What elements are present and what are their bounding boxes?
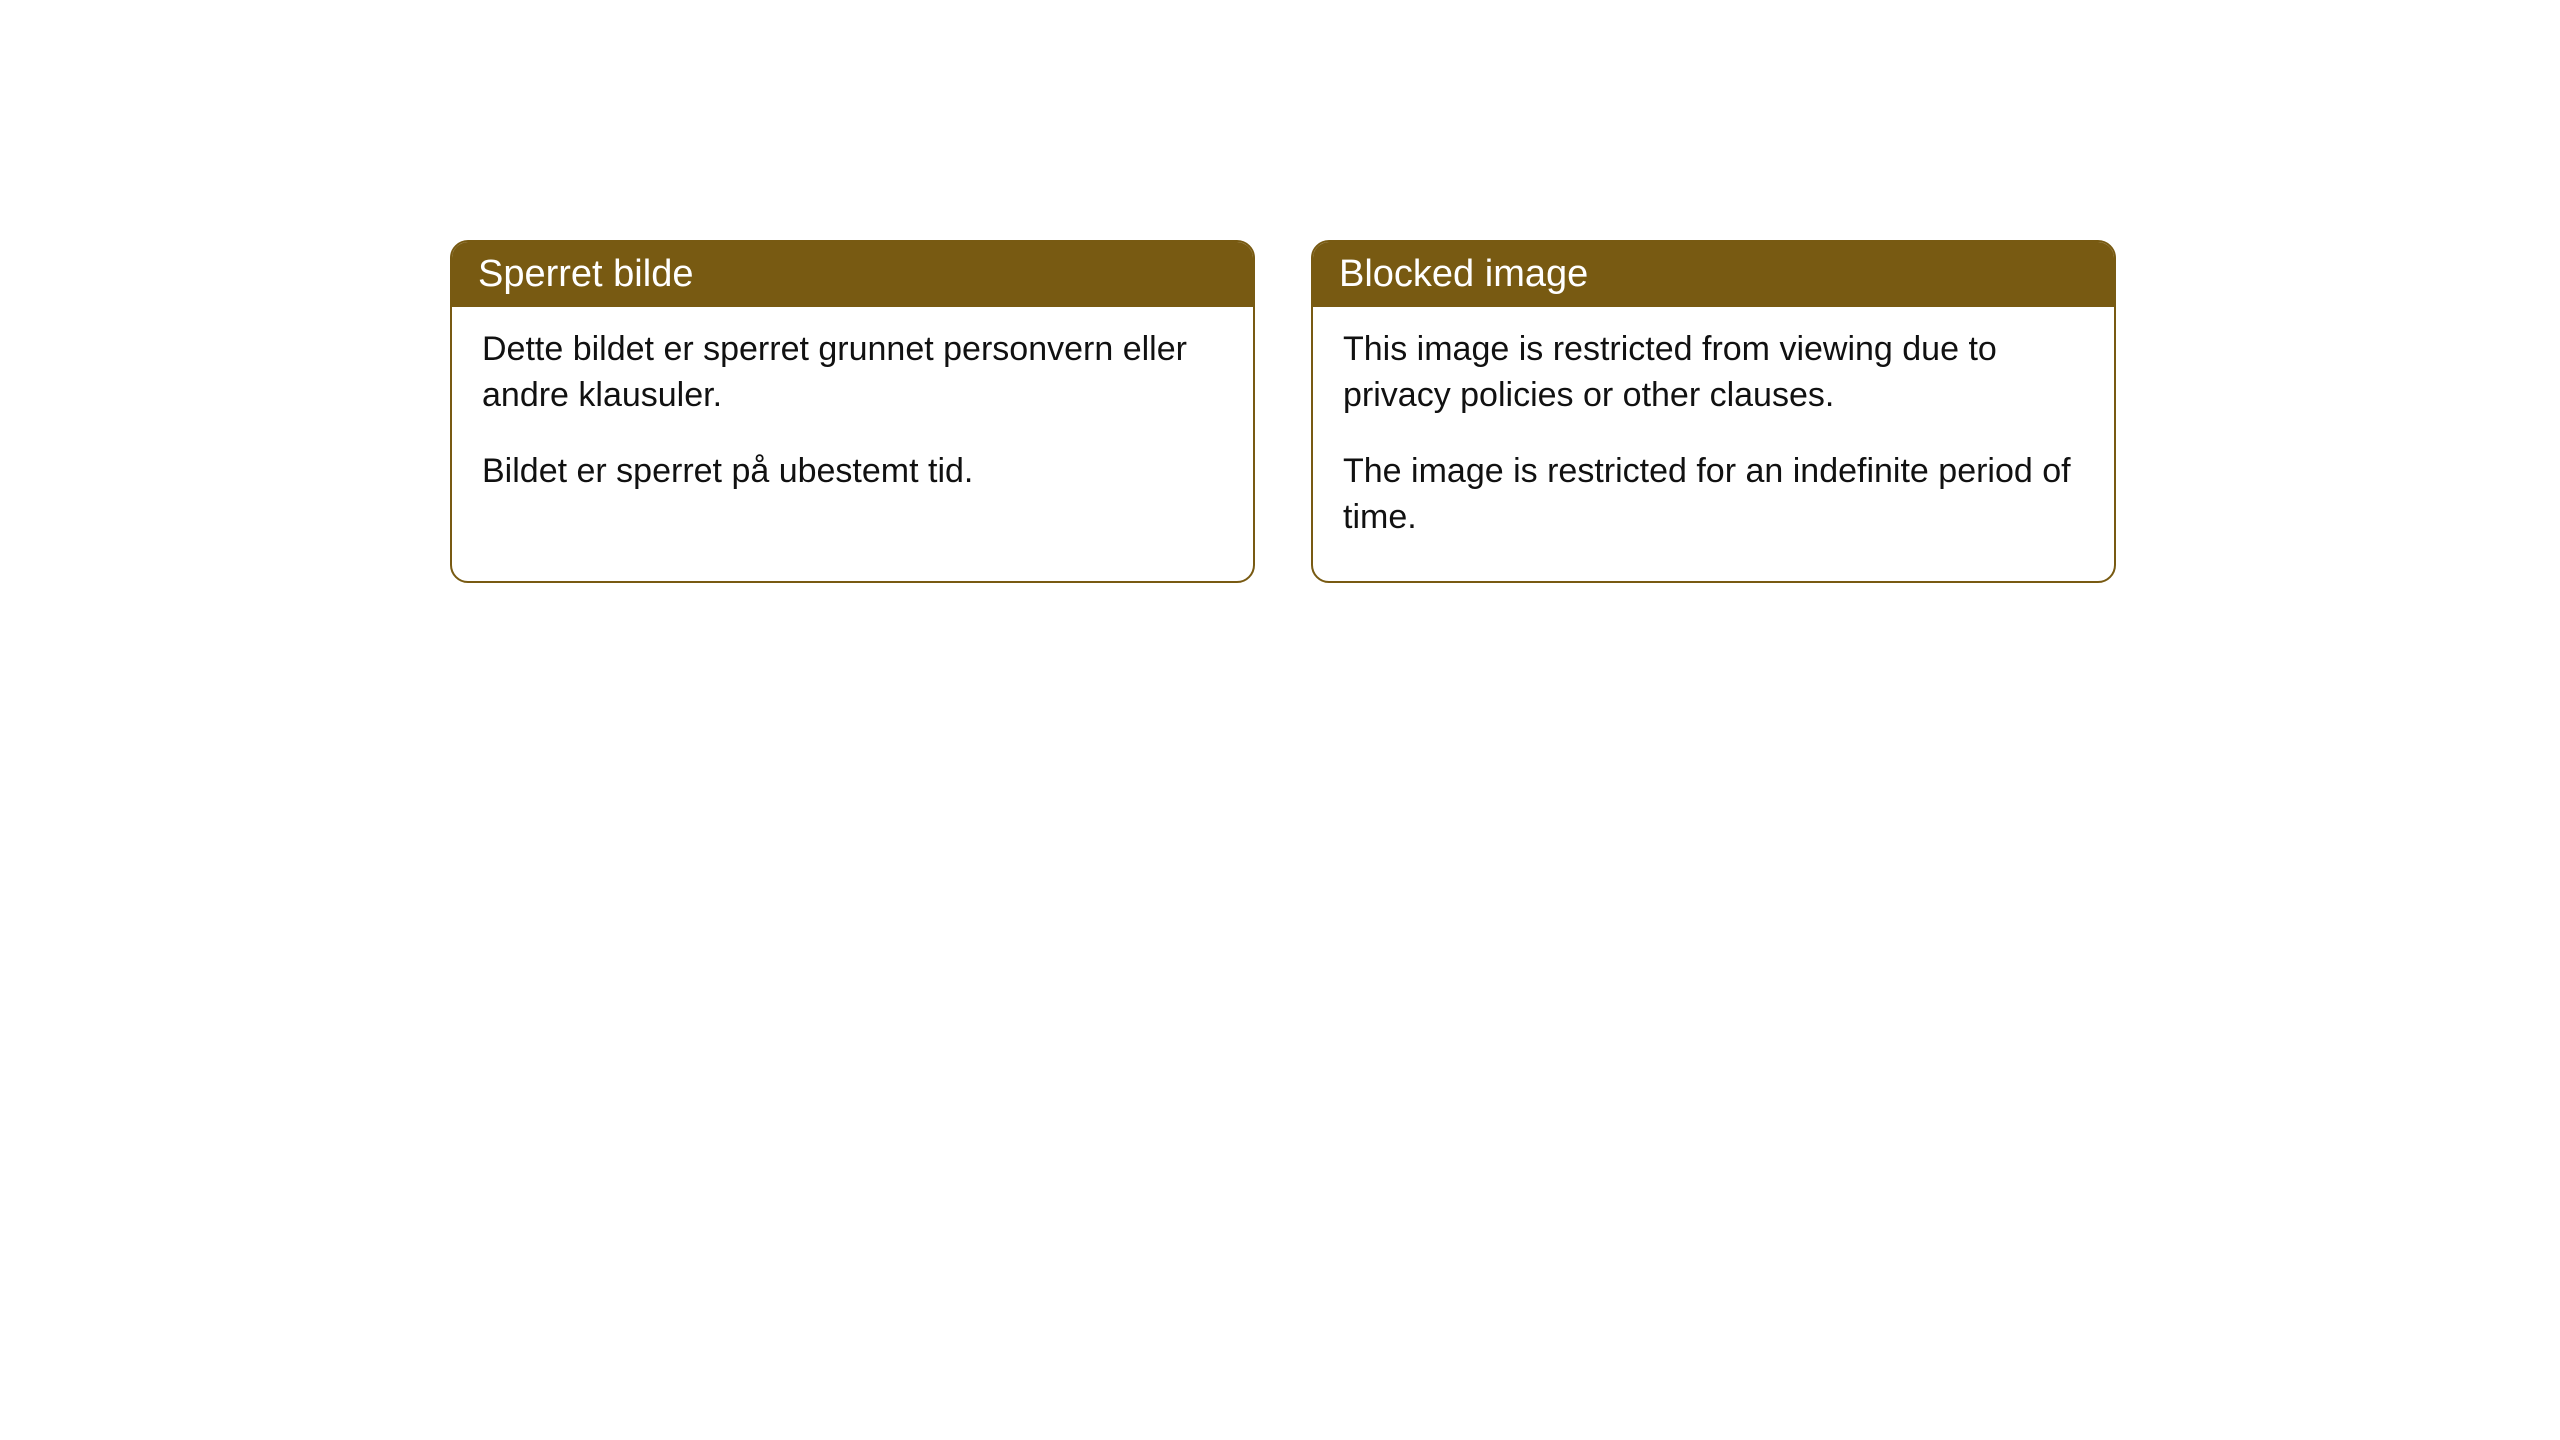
panel-paragraph-2-norwegian: Bildet er sperret på ubestemt tid. <box>482 449 1223 495</box>
panel-title-english: Blocked image <box>1339 253 1588 295</box>
panel-paragraph-1-norwegian: Dette bildet er sperret grunnet personve… <box>482 327 1223 419</box>
panel-title-norwegian: Sperret bilde <box>478 253 693 295</box>
blocked-image-panel-english: Blocked image This image is restricted f… <box>1311 240 2116 583</box>
panel-body-norwegian: Dette bildet er sperret grunnet personve… <box>452 307 1253 535</box>
panel-header-english: Blocked image <box>1313 242 2114 307</box>
blocked-image-panel-norwegian: Sperret bilde Dette bildet er sperret gr… <box>450 240 1255 583</box>
panel-body-english: This image is restricted from viewing du… <box>1313 307 2114 581</box>
panel-header-norwegian: Sperret bilde <box>452 242 1253 307</box>
panel-paragraph-1-english: This image is restricted from viewing du… <box>1343 327 2084 419</box>
notice-panels-container: Sperret bilde Dette bildet er sperret gr… <box>450 240 2560 583</box>
panel-paragraph-2-english: The image is restricted for an indefinit… <box>1343 449 2084 541</box>
